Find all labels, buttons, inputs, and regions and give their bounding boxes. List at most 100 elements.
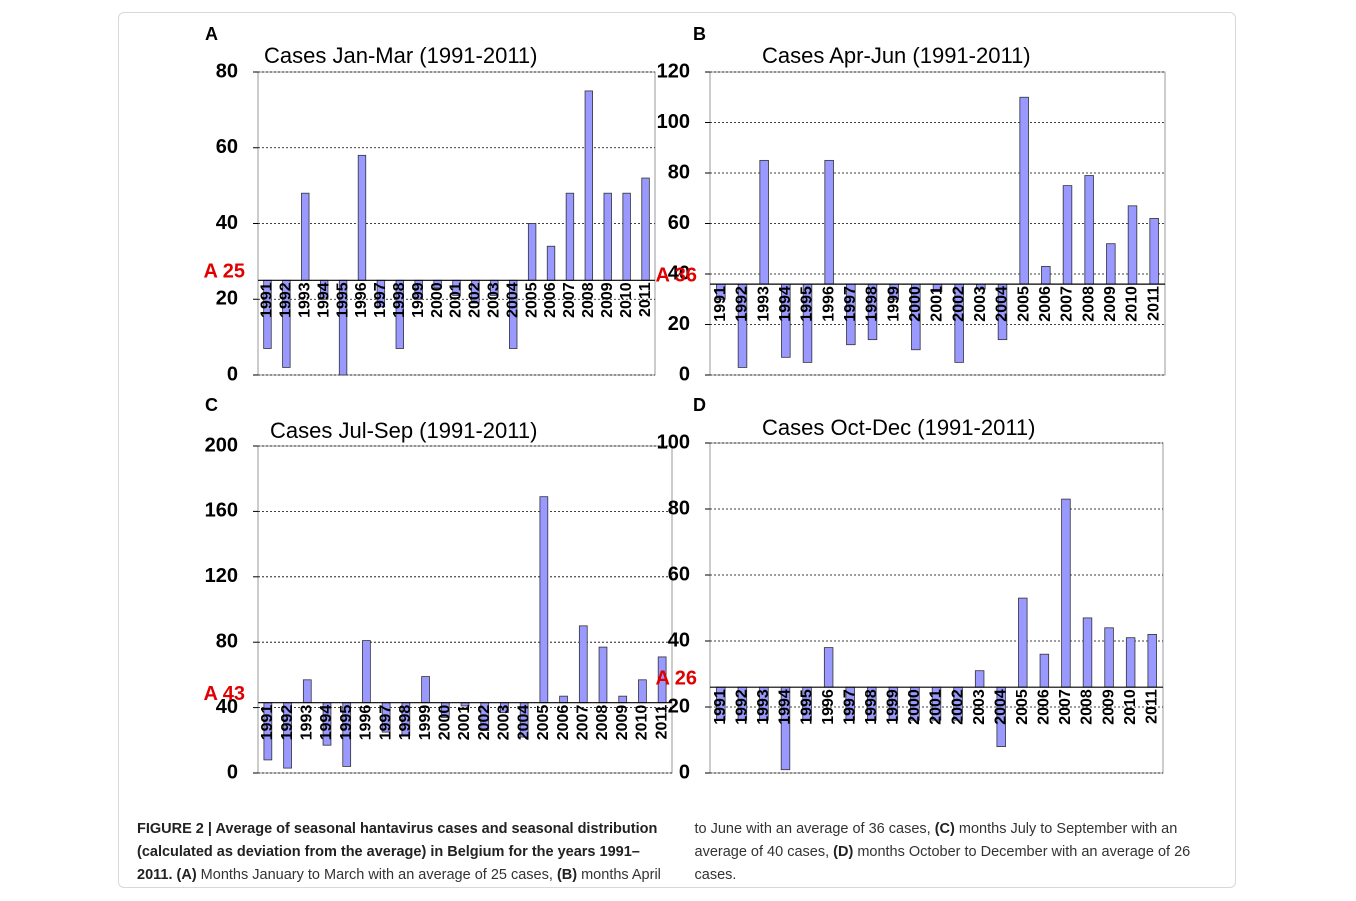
x-tick-label: 1998 — [391, 282, 408, 318]
bar — [527, 223, 537, 281]
caption-text: Months January to March with an average … — [196, 867, 557, 883]
x-tick-label: 2001 — [448, 282, 465, 318]
bar — [1127, 205, 1138, 285]
chart-title: Cases Jul-Sep (1991-2011) — [270, 418, 537, 443]
x-tick-label: 2007 — [1059, 286, 1076, 322]
y-tick-label: 60 — [216, 136, 238, 158]
x-tick-label: 2011 — [653, 705, 670, 740]
bar — [1125, 637, 1136, 688]
panel-label: A — [205, 24, 218, 44]
y-tick-label: 40 — [216, 212, 238, 234]
bar — [362, 640, 371, 704]
y-tick-label: 0 — [227, 761, 238, 783]
x-tick-label: 2005 — [523, 282, 540, 318]
caption: FIGURE 2 | Average of seasonal hantaviru… — [137, 818, 1222, 887]
bar — [1062, 185, 1073, 285]
x-tick-label: 2010 — [1124, 286, 1141, 322]
caption-text: months July to September with an average… — [694, 821, 1178, 860]
bar — [638, 679, 647, 704]
x-tick-label: 1997 — [842, 286, 859, 322]
x-tick-label: 2001 — [928, 689, 945, 725]
bar — [1019, 96, 1029, 285]
x-tick-label: 1998 — [864, 286, 881, 322]
x-tick-label: 2003 — [496, 705, 513, 741]
x-tick-label: 1995 — [799, 286, 816, 322]
x-tick-label: 2002 — [476, 705, 493, 741]
x-tick-label: 2011 — [1143, 689, 1160, 724]
y-tick-label: 60 — [668, 563, 690, 585]
x-tick-label: 2004 — [992, 689, 1009, 725]
figure-frame — [118, 12, 1236, 888]
x-tick-label: 2009 — [614, 705, 631, 741]
bar — [1082, 617, 1093, 688]
bar — [1084, 175, 1094, 285]
bar — [301, 192, 310, 281]
bar — [1039, 653, 1050, 688]
y-tick-label: 40 — [216, 696, 238, 718]
y-tick-label: 160 — [205, 500, 238, 522]
panel-label: C — [205, 395, 218, 415]
bar — [603, 192, 612, 281]
x-tick-label: 2002 — [949, 689, 966, 725]
bar — [598, 646, 608, 704]
caption-text: (A) — [176, 867, 197, 883]
bar — [1041, 266, 1051, 285]
x-tick-label: 2009 — [1102, 286, 1119, 322]
bar — [421, 676, 430, 704]
baseline-label: A 26 — [655, 667, 697, 689]
x-tick-label: 2002 — [950, 286, 967, 322]
baseline-label: A 25 — [203, 261, 245, 283]
y-tick-label: 100 — [657, 111, 690, 133]
x-tick-label: 1991 — [712, 286, 729, 322]
x-tick-label: 1994 — [318, 705, 335, 741]
x-tick-label: 1996 — [820, 286, 837, 322]
bar — [578, 625, 588, 704]
caption-text: FIGURE 2 | Average of seasonal hantaviru… — [137, 821, 658, 883]
y-tick-label: 60 — [668, 212, 690, 234]
x-tick-label: 2004 — [504, 282, 521, 318]
x-tick-label: 2003 — [972, 286, 989, 322]
x-tick-label: 2009 — [1100, 689, 1117, 725]
x-tick-label: 1995 — [798, 689, 815, 725]
bar — [974, 670, 985, 688]
x-tick-label: 2004 — [515, 705, 532, 741]
x-tick-label: 2005 — [535, 705, 552, 741]
y-tick-label: 100 — [657, 431, 690, 453]
bar — [618, 695, 628, 704]
baseline-label: A 36 — [655, 264, 697, 286]
x-tick-label: 1995 — [338, 705, 355, 741]
y-tick-label: 20 — [668, 695, 690, 717]
x-tick-label: 1996 — [820, 689, 837, 725]
y-tick-label: 120 — [205, 565, 238, 587]
caption-text: (C) — [934, 821, 955, 837]
x-tick-label: 1993 — [299, 705, 316, 741]
x-tick-label: 1994 — [777, 689, 794, 725]
x-tick-label: 2006 — [1037, 286, 1054, 322]
x-tick-label: 1997 — [841, 689, 858, 725]
x-tick-label: 2005 — [1014, 689, 1031, 725]
caption-text: (D) — [833, 844, 854, 860]
x-tick-label: 1999 — [410, 282, 427, 318]
x-tick-label: 2007 — [575, 705, 592, 741]
bar — [1147, 634, 1157, 688]
caption-text: months April to June with an average of … — [577, 821, 935, 883]
x-tick-label: 2002 — [467, 282, 484, 318]
y-tick-label: 0 — [227, 363, 238, 385]
y-tick-label: 0 — [679, 363, 690, 385]
bar — [823, 647, 834, 688]
bar — [1106, 243, 1116, 285]
bar — [824, 159, 834, 285]
x-tick-label: 1992 — [734, 689, 751, 725]
x-tick-label: 2000 — [906, 689, 923, 725]
x-tick-label: 2003 — [486, 282, 503, 318]
y-tick-label: 20 — [668, 313, 690, 335]
x-tick-label: 2009 — [599, 282, 616, 318]
x-tick-label: 2011 — [637, 282, 654, 317]
x-tick-label: 1992 — [279, 705, 296, 741]
y-tick-label: 20 — [216, 288, 238, 310]
x-tick-label: 1998 — [863, 689, 880, 725]
x-tick-label: 1997 — [377, 705, 394, 741]
x-tick-label: 1996 — [353, 282, 370, 318]
bar — [1149, 218, 1159, 285]
